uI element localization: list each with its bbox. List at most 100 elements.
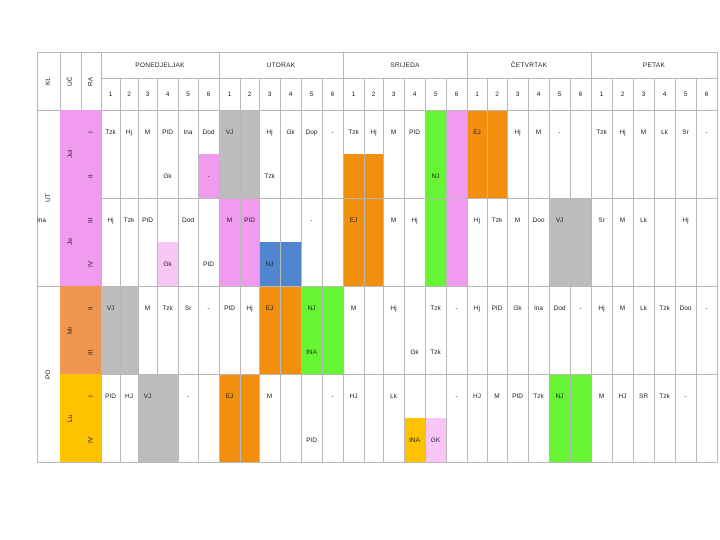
period-number: 1 (108, 90, 113, 98)
timetable-entry: HJ (349, 392, 358, 400)
timetable-entry: M (350, 304, 357, 312)
timetable-entry: Hj (473, 304, 481, 312)
timetable-entry: PID (142, 216, 153, 224)
grid-border-right (717, 52, 718, 463)
grid-line (178, 78, 179, 462)
timetable-entry: M (619, 216, 626, 224)
grid-line (60, 198, 717, 199)
timetable-entry: M (598, 392, 605, 400)
timetable-entry: - (207, 304, 210, 312)
timetable-entry: Hj (266, 128, 273, 136)
period-number: 4 (412, 90, 417, 98)
timetable-entry: PID (306, 436, 317, 444)
timetable-entry: Tzk (491, 216, 503, 224)
timetable-entry: Hj (246, 304, 253, 312)
timetable-entry: NJ (555, 392, 564, 400)
header-label: Kt. (45, 77, 52, 85)
timetable-entry: Ina (183, 128, 193, 136)
teacher-label: Jo (60, 198, 81, 286)
grid-line (240, 78, 241, 462)
grid-line (507, 78, 508, 462)
timetable-entry: Lk (640, 304, 647, 312)
color-block (219, 374, 259, 462)
grade-label: II (81, 286, 101, 330)
timetable-entry: M (266, 392, 273, 400)
color-block (570, 286, 591, 374)
period-number: 6 (454, 90, 459, 98)
timetable-entry: Hj (411, 216, 418, 224)
grid-line (60, 374, 717, 375)
timetable-entry: Hj (125, 128, 133, 136)
period-number: 6 (704, 90, 709, 98)
timetable-entry: M (390, 216, 397, 224)
timetable-entry: M (144, 304, 151, 312)
timetable-entry: PID (224, 304, 235, 312)
timetable-entry: EJ (349, 216, 358, 224)
day-header: SRIJEDA (390, 61, 420, 69)
teacher-label: Jul (60, 110, 81, 198)
color-block (157, 242, 178, 286)
grid-line (446, 78, 447, 462)
shift-label: PO (45, 369, 52, 379)
color-block (219, 198, 259, 286)
timetable-entry: PID (162, 128, 173, 136)
color-block (219, 110, 240, 198)
timetable-entry: GK (430, 436, 441, 444)
grid-line (591, 52, 592, 462)
grid-line (383, 78, 384, 462)
timetable-entry: Gk (513, 304, 522, 312)
timetable-entry: Hj (682, 216, 689, 224)
timetable-entry: VJ (225, 128, 234, 136)
period-number: 2 (495, 90, 499, 98)
timetable-entry: Ina (533, 304, 544, 312)
day-header: ČETVRTAK (510, 61, 548, 69)
grid-line (219, 52, 220, 462)
period-number: 3 (515, 90, 520, 98)
period-number: 6 (578, 90, 583, 98)
timetable-entry: Hj (619, 128, 626, 136)
grid-line (280, 78, 281, 462)
timetable-entry: M (619, 304, 626, 312)
timetable-entry: Dod (202, 128, 215, 136)
grid-line (487, 78, 488, 462)
timetable-entry: - (186, 392, 190, 400)
day-header: UTORAK (266, 61, 296, 69)
timetable-entry: EJ (265, 304, 274, 312)
grid-line (343, 52, 344, 462)
timetable-entry: Hj (107, 216, 114, 224)
grid-line (198, 78, 199, 462)
timetable-entry: Dop (305, 128, 318, 136)
grid-line (138, 78, 139, 462)
period-number: 5 (557, 90, 562, 98)
timetable-entry: Tzk (123, 216, 135, 224)
timetable-entry: Lk (661, 128, 668, 136)
timetable-entry: Dod (553, 304, 566, 312)
color-block (138, 374, 178, 462)
timetable-entry: PID (409, 128, 420, 136)
timetable-entry: Tzk (659, 392, 670, 400)
timetable-entry: Hj (370, 128, 377, 136)
timetable-entry: - (331, 128, 334, 136)
timetable-entry: INA (409, 436, 420, 444)
color-block (343, 154, 364, 286)
grid-border-top (37, 52, 717, 53)
grid-line (549, 78, 550, 462)
timetable-entry: PID (491, 304, 503, 312)
period-number: 1 (351, 90, 356, 98)
color-block (280, 154, 343, 198)
timetable-entry: Tzk (162, 304, 173, 312)
timetable-entry: EJ (473, 128, 481, 136)
grade-label: I (81, 374, 101, 418)
period-number: 3 (641, 90, 646, 98)
grade-label: III (81, 198, 101, 242)
timetable-entry: Tzk (430, 304, 441, 312)
timetable-entry: Gk (163, 260, 172, 268)
period-number: 2 (247, 90, 252, 98)
timetable-entry: NJ (431, 172, 440, 180)
timetable-entry: Hj (473, 216, 481, 224)
timetable-entry: Gk (410, 348, 419, 356)
grid-line (404, 78, 405, 462)
color-block (198, 286, 219, 374)
grid-line (37, 286, 717, 287)
color-block (101, 286, 138, 374)
